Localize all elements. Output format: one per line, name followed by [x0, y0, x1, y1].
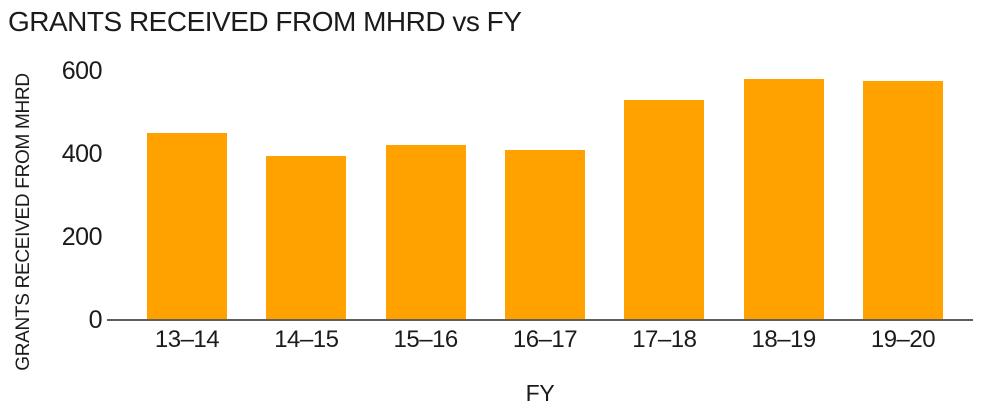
x-tick-label: 19–20 [870, 326, 936, 353]
bar [504, 149, 585, 320]
y-tick-label: 0 [88, 306, 103, 334]
x-tick-label: 13–14 [154, 326, 220, 353]
y-tick-label: 600 [61, 56, 103, 85]
bar [862, 80, 943, 320]
y-tick-label: 400 [61, 139, 103, 168]
x-axis-title: FY [525, 380, 555, 406]
bar [147, 132, 227, 320]
bar [385, 145, 466, 320]
y-tick-label: 200 [61, 222, 103, 251]
bar [266, 155, 347, 320]
x-tick-label: 16–17 [512, 326, 578, 353]
bar [743, 78, 824, 320]
x-tick-label: 15–16 [393, 326, 459, 353]
x-tick-label: 17–18 [632, 326, 697, 353]
x-tick-label: 14–15 [274, 326, 339, 353]
x-tick-label: 18–19 [751, 326, 817, 353]
chart-title: GRANTS RECEIVED FROM MHRD vs FY [8, 6, 522, 37]
bar [624, 99, 705, 320]
x-axis-line [107, 319, 973, 321]
